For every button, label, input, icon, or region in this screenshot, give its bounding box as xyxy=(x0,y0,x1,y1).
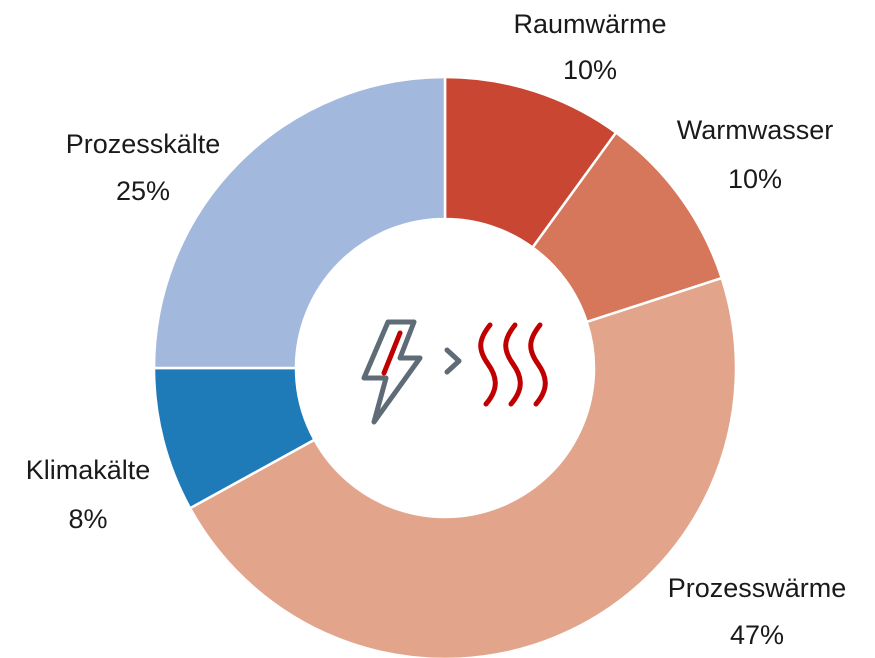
heat-wave xyxy=(528,322,548,407)
slice-value-label: 10% xyxy=(728,164,782,194)
slice-value-label: 47% xyxy=(730,620,784,650)
slice-value-label: 10% xyxy=(563,55,617,85)
slice-label: Raumwärme xyxy=(513,9,666,39)
donut-slice xyxy=(152,75,447,370)
slice-label: Prozesskälte xyxy=(66,129,221,159)
slice-value-label: 8% xyxy=(68,504,107,534)
heat-wave xyxy=(503,322,523,407)
slice-label: Warmwasser xyxy=(677,115,834,145)
bolt-accent xyxy=(381,330,403,376)
heat-wave xyxy=(478,322,498,407)
center-icon xyxy=(361,319,548,425)
slice-value-label: 25% xyxy=(116,176,170,206)
donut xyxy=(152,75,738,658)
greater-icon xyxy=(444,347,462,375)
bolt-icon xyxy=(361,319,423,425)
slice-label: Klimakälte xyxy=(26,455,151,485)
slice-label: Prozesswärme xyxy=(668,573,847,603)
donut-slice xyxy=(188,276,738,658)
